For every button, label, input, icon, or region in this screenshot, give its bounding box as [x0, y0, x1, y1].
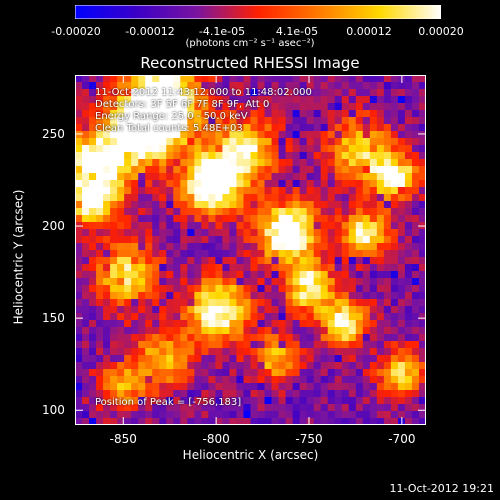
colorbar-tick: -4.1e-05 — [198, 25, 246, 38]
x-tick-label: -850 — [109, 432, 137, 446]
x-tick-label: -800 — [202, 432, 230, 446]
colorbar — [75, 5, 441, 19]
timestamp: 11-Oct-2012 19:21 — [389, 482, 494, 495]
colorbar-tick: 4.1e-05 — [275, 25, 319, 38]
info-detectors: Detectors: 3F 5F 6F 7F 8F 9F, Att 0 — [95, 99, 270, 110]
colorbar-unit-label: (photons cm⁻² s⁻¹ asec⁻²) — [185, 38, 315, 49]
y-tick-label: 250 — [42, 126, 65, 141]
plot-area: 11-Oct-2012 11:43:12.000 to 11:48:02.000… — [75, 75, 426, 425]
y-tick-label: 100 — [42, 403, 65, 418]
y-axis-label: Heliocentric Y (arcsec) — [10, 189, 25, 325]
info-time-range: 11-Oct-2012 11:43:12.000 to 11:48:02.000 — [95, 87, 312, 98]
colorbar-tick: 0.00020 — [418, 25, 464, 38]
colorbar-tick: -0.00012 — [125, 25, 175, 38]
y-tick-label: 200 — [42, 219, 65, 234]
x-tick-label: -700 — [388, 432, 416, 446]
plot-frame — [75, 75, 426, 425]
chart-title: Reconstructed RHESSI Image — [140, 54, 360, 72]
info-energy-range: Energy Range: 25.0 - 50.0 keV — [95, 111, 248, 122]
colorbar-tick: -0.00020 — [51, 25, 101, 38]
y-tick-label: 150 — [42, 311, 65, 326]
info-total-counts: Clean Total counts: 5.48E+03 — [95, 123, 243, 134]
peak-position-label: Position of Peak = [-756,183] — [95, 397, 242, 408]
colorbar-tick: 0.00012 — [346, 25, 392, 38]
x-axis-label: Heliocentric X (arcsec) — [182, 448, 319, 462]
heatmap-image — [75, 75, 426, 425]
x-tick-label: -750 — [295, 432, 323, 446]
